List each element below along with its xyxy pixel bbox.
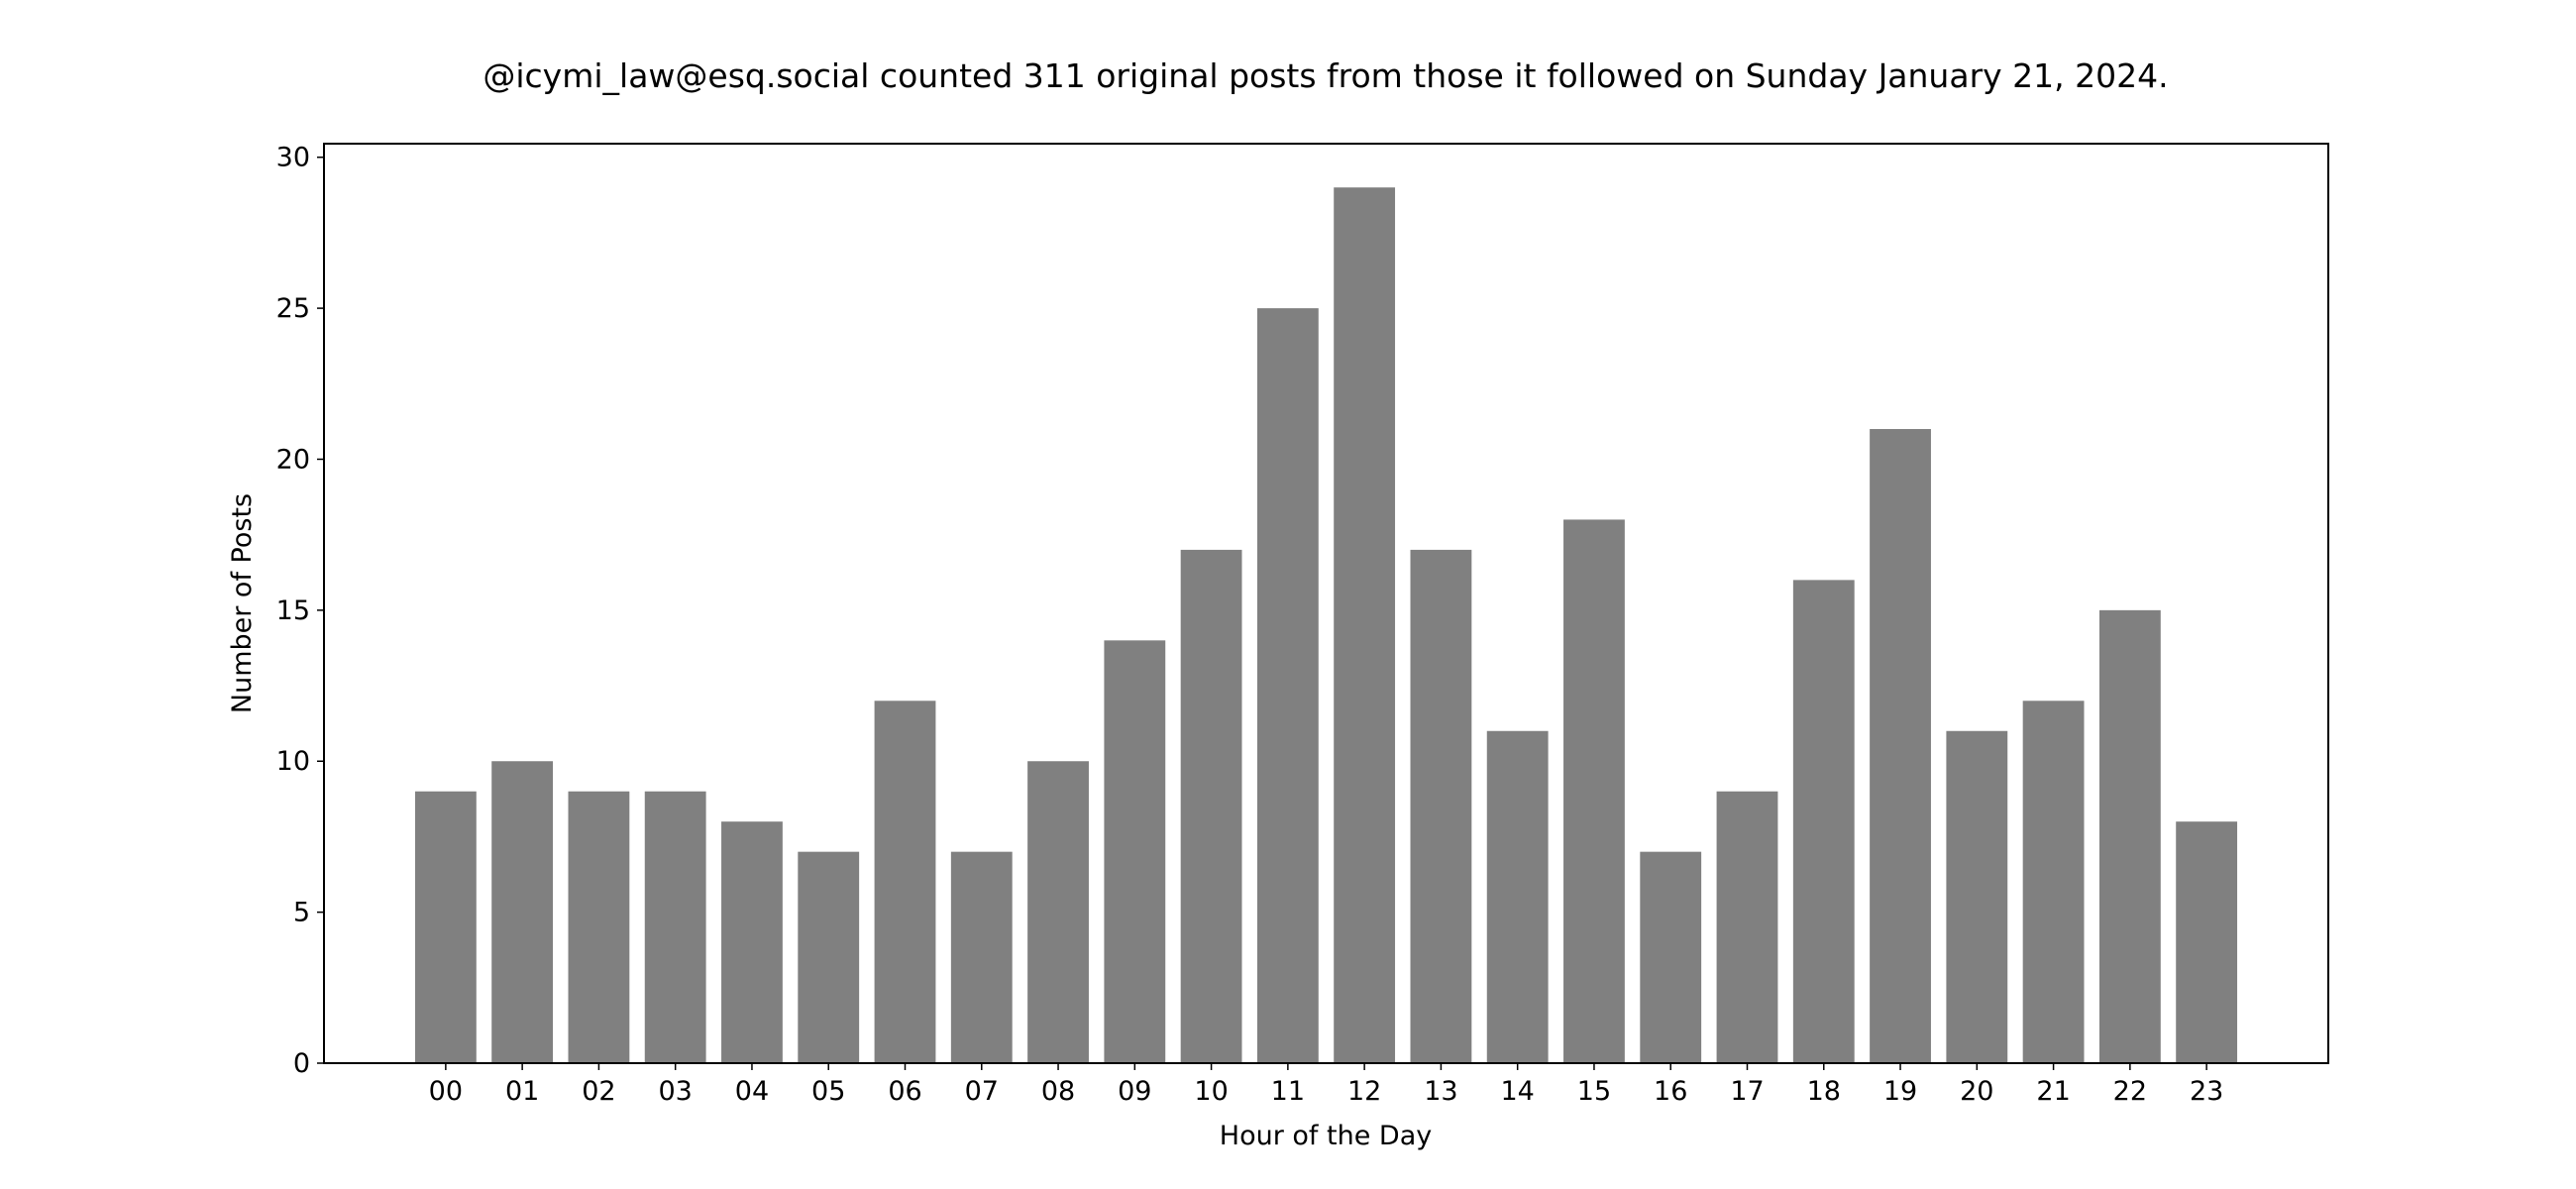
x-tick-label: 17 — [1730, 1076, 1764, 1107]
bar-15 — [1563, 519, 1625, 1063]
plot-frame — [323, 143, 2329, 1064]
x-tick-label: 13 — [1424, 1076, 1457, 1107]
bar-12 — [1334, 187, 1396, 1063]
bar-19 — [1870, 429, 1931, 1063]
x-tick-label: 07 — [965, 1076, 999, 1107]
bar-14 — [1486, 730, 1549, 1063]
bar-22 — [2098, 609, 2161, 1063]
bar-06 — [874, 701, 936, 1063]
x-tick-label: 06 — [888, 1076, 921, 1107]
bar-02 — [568, 791, 630, 1063]
x-tick-label: 04 — [735, 1076, 769, 1107]
bar-07 — [950, 851, 1013, 1063]
bar-20 — [1946, 730, 2008, 1063]
x-tick-label: 08 — [1041, 1076, 1075, 1107]
bar-13 — [1410, 549, 1472, 1063]
x-tick-label: 03 — [659, 1076, 693, 1107]
y-tick-label: 30 — [276, 143, 310, 173]
bars — [414, 187, 2238, 1064]
bar-11 — [1256, 308, 1319, 1064]
y-tick-label: 15 — [276, 595, 310, 626]
bar-01 — [491, 761, 554, 1063]
y-tick-label: 25 — [276, 293, 310, 324]
x-tick-label: 00 — [429, 1076, 463, 1107]
y-tick-label: 20 — [276, 444, 310, 475]
x-tick-label: 16 — [1654, 1076, 1687, 1107]
bar-08 — [1027, 761, 1089, 1063]
x-tick-label: 14 — [1501, 1076, 1535, 1107]
x-axis: 00 01 02 03 04 05 06 07 08 09 10 11 12 13 14 15 16 17 18 19… — [429, 1063, 2223, 1107]
x-tick-label: 01 — [505, 1076, 539, 1107]
y-axis-label: Number of Posts — [227, 493, 258, 713]
x-tick-label: 11 — [1271, 1076, 1305, 1107]
chart-title: @icymi_law@esq.social counted 311 origin… — [483, 56, 2168, 95]
bar-17 — [1716, 791, 1778, 1063]
bar-09 — [1104, 640, 1166, 1063]
x-tick-label: 21 — [2036, 1076, 2070, 1107]
x-tick-label: 09 — [1118, 1076, 1151, 1107]
x-axis-label: Hour of the Day — [1220, 1121, 1432, 1151]
bar-21 — [2022, 701, 2085, 1063]
y-tick-label: 5 — [293, 898, 310, 928]
y-tick-label: 0 — [293, 1048, 310, 1079]
bar-23 — [2176, 821, 2238, 1063]
bar-18 — [1792, 580, 1855, 1063]
x-tick-label: 18 — [1807, 1076, 1841, 1107]
x-tick-label: 15 — [1577, 1076, 1611, 1107]
x-tick-label: 05 — [811, 1076, 845, 1107]
x-tick-label: 02 — [582, 1076, 615, 1107]
bar-05 — [798, 851, 860, 1063]
x-tick-label: 10 — [1194, 1076, 1228, 1107]
bar-04 — [721, 821, 783, 1063]
x-tick-label: 19 — [1883, 1076, 1917, 1107]
bar-00 — [414, 791, 477, 1063]
x-tick-label: 20 — [1960, 1076, 1993, 1107]
x-tick-label: 22 — [2113, 1076, 2147, 1107]
y-axis: 0 5 10 15 20 25 30 — [276, 143, 324, 1079]
bar-03 — [644, 791, 706, 1063]
y-tick-label: 10 — [276, 746, 310, 777]
bar-10 — [1180, 549, 1242, 1063]
x-tick-label: 23 — [2190, 1076, 2223, 1107]
bar-16 — [1640, 851, 1702, 1063]
x-tick-label: 12 — [1347, 1076, 1381, 1107]
